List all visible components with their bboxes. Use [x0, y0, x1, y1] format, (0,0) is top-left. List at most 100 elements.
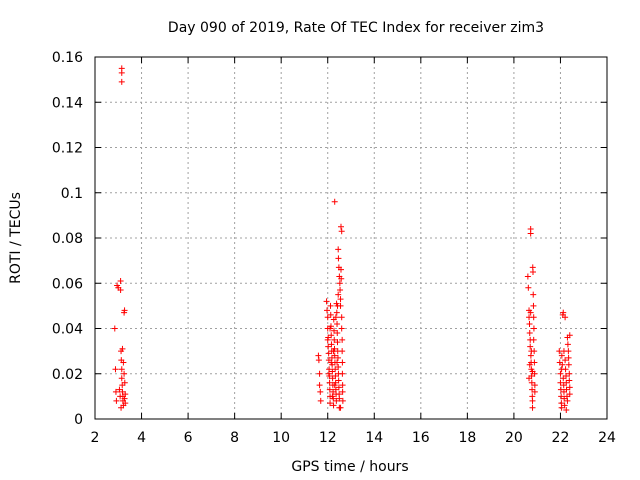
data-point: [527, 309, 534, 316]
data-point: [121, 395, 128, 402]
data-point: [525, 284, 532, 291]
data-point: [118, 366, 125, 373]
data-point: [117, 287, 124, 294]
data-point: [330, 402, 337, 409]
x-axis-title: GPS time / hours: [291, 459, 408, 475]
data-point: [338, 325, 345, 332]
data-point: [339, 370, 346, 377]
data-point: [526, 361, 533, 368]
data-point: [526, 375, 533, 382]
data-point: [324, 336, 331, 343]
data-point: [562, 357, 569, 364]
data-point: [339, 359, 346, 366]
data-point: [527, 230, 534, 237]
data-point: [557, 370, 564, 377]
data-point: [324, 314, 331, 321]
data-points: [111, 65, 573, 413]
data-point: [121, 307, 128, 314]
data-point: [339, 397, 346, 404]
x-tick-labels: 2 4 6 8 10 12 14 16 18 20 22 24: [91, 430, 616, 446]
x-tick-label: 4: [137, 430, 146, 446]
x-tick-label: 16: [412, 430, 430, 446]
data-point: [337, 223, 344, 230]
y-tick-label: 0: [74, 412, 83, 428]
data-point: [529, 268, 536, 275]
data-point: [566, 391, 573, 398]
data-point: [563, 406, 570, 413]
data-point: [334, 302, 341, 309]
x-tick-label: 10: [272, 430, 290, 446]
data-point: [121, 379, 128, 386]
chart-title: Day 090 of 2019, Rate Of TEC Index for r…: [168, 20, 544, 36]
data-point: [338, 228, 345, 235]
data-point: [323, 298, 330, 305]
data-point: [331, 198, 338, 205]
data-point: [336, 395, 343, 402]
data-point: [325, 350, 332, 357]
data-point: [112, 388, 119, 395]
data-point: [330, 348, 337, 355]
data-point: [328, 332, 335, 339]
data-point: [118, 375, 125, 382]
data-point: [118, 69, 125, 76]
data-point: [326, 379, 333, 386]
data-point: [560, 348, 567, 355]
data-point: [526, 330, 533, 337]
data-point: [334, 330, 341, 337]
data-point: [328, 341, 335, 348]
data-point: [531, 382, 538, 389]
data-point: [119, 345, 126, 352]
data-point: [563, 386, 570, 393]
data-point: [331, 336, 338, 343]
data-point: [328, 359, 335, 366]
data-point: [529, 404, 536, 411]
data-point: [529, 397, 536, 404]
data-point: [558, 352, 565, 359]
data-point: [335, 246, 342, 253]
data-point: [558, 366, 565, 373]
data-point: [332, 366, 339, 373]
data-point: [563, 373, 570, 380]
data-point: [530, 336, 537, 343]
data-point: [117, 277, 124, 284]
data-point: [566, 332, 573, 339]
data-point: [338, 275, 345, 282]
data-point: [333, 397, 340, 404]
data-point: [565, 354, 572, 361]
x-tick-label: 22: [552, 430, 570, 446]
data-point: [335, 377, 342, 384]
data-point: [316, 370, 323, 377]
data-point: [331, 352, 338, 359]
data-point: [118, 78, 125, 85]
data-point: [566, 370, 573, 377]
y-tick-label: 0.06: [52, 276, 83, 292]
data-point: [111, 325, 118, 332]
data-point: [332, 314, 339, 321]
data-point: [316, 382, 323, 389]
data-point: [563, 379, 570, 386]
data-point: [325, 343, 332, 350]
data-point: [324, 307, 331, 314]
data-point: [118, 404, 125, 411]
x-tick-label: 6: [184, 430, 193, 446]
data-point: [122, 400, 129, 407]
data-point: [116, 386, 123, 393]
data-point: [331, 382, 338, 389]
data-point: [334, 320, 341, 327]
x-tick-label: 12: [319, 430, 337, 446]
data-point: [329, 393, 336, 400]
data-point: [335, 363, 342, 370]
data-point: [566, 377, 573, 384]
y-axis-title: ROTI / TECUs: [8, 192, 24, 284]
data-point: [528, 379, 535, 386]
data-point: [559, 361, 566, 368]
data-point: [332, 373, 339, 380]
data-point: [317, 397, 324, 404]
plot-frame: [94, 56, 608, 420]
data-point: [317, 388, 324, 395]
x-tick-label: 24: [598, 430, 616, 446]
data-point: [530, 302, 537, 309]
grid: [95, 57, 607, 419]
data-point: [558, 404, 565, 411]
